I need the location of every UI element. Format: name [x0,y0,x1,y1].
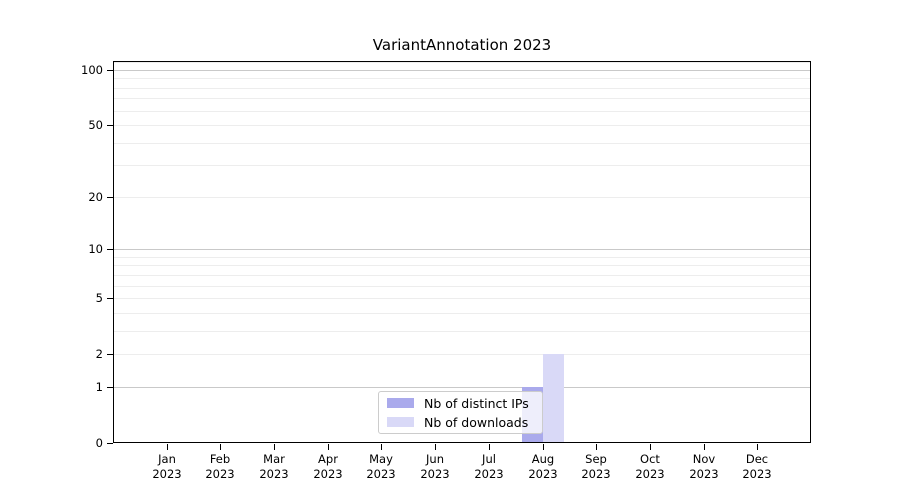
y-tick-mark [107,298,113,299]
y-tick-label: 20 [88,190,103,204]
y-tick-mark [107,70,113,71]
x-tick-mark [381,444,382,450]
y-tick-mark [107,249,113,250]
y-tick-mark [107,197,113,198]
minor-gridline [114,143,810,144]
y-tick-label: 5 [95,291,103,305]
x-tick-label: May 2023 [351,452,411,482]
x-tick-month: Jan [158,452,176,466]
x-tick-month: May [369,452,393,466]
legend-item: Nb of distinct IPs [387,395,534,411]
y-tick-label: 10 [88,242,103,256]
chart-title: VariantAnnotation 2023 [372,36,552,54]
y-tick-label: 100 [81,63,103,77]
legend-item: Nb of downloads [387,414,534,430]
minor-gridline [114,265,810,266]
y-tick-label: 2 [95,347,103,361]
minor-gridline [114,286,810,287]
x-tick-mark [489,444,490,450]
x-tick-label: Jan 2023 [137,452,197,482]
x-tick-label: Dec 2023 [727,452,787,482]
bar-downloads [543,354,564,442]
x-tick-label: Jul 2023 [459,452,519,482]
x-tick-month: Apr [318,452,338,466]
x-tick-label: Jun 2023 [405,452,465,482]
minor-gridline [114,298,810,299]
legend-swatch-downloads [387,417,414,427]
minor-gridline [114,354,810,355]
major-gridline [114,249,810,250]
x-tick-month: Dec [745,452,769,466]
minor-gridline [114,88,810,89]
x-tick-label: Apr 2023 [298,452,358,482]
y-tick-label: 50 [88,118,103,132]
minor-gridline [114,78,810,79]
x-tick-mark [596,444,597,450]
x-tick-year: 2023 [152,467,182,481]
x-tick-year: 2023 [742,467,772,481]
legend-label: Nb of distinct IPs [424,395,529,411]
minor-gridline [114,165,810,166]
y-tick-mark [107,125,113,126]
x-tick-month: Aug [531,452,555,466]
x-tick-mark [757,444,758,450]
legend-label: Nb of downloads [424,414,529,430]
x-tick-year: 2023 [635,467,665,481]
x-tick-mark [220,444,221,450]
x-tick-label: Mar 2023 [244,452,304,482]
x-tick-month: Jul [482,452,496,466]
x-tick-year: 2023 [528,467,558,481]
minor-gridline [114,275,810,276]
x-tick-month: Mar [263,452,285,466]
x-tick-year: 2023 [689,467,719,481]
y-tick-mark [107,387,113,388]
major-gridline [114,70,810,71]
x-tick-year: 2023 [366,467,396,481]
x-tick-year: 2023 [313,467,343,481]
x-tick-mark [274,444,275,450]
minor-gridline [114,125,810,126]
x-tick-month: Oct [640,452,660,466]
minor-gridline [114,62,810,63]
x-tick-mark [543,444,544,450]
x-tick-year: 2023 [259,467,289,481]
x-tick-month: Feb [209,452,231,466]
x-tick-mark [328,444,329,450]
y-tick-mark [107,354,113,355]
x-tick-label: Sep 2023 [566,452,626,482]
x-tick-label: Feb 2023 [190,452,250,482]
minor-gridline [114,313,810,314]
x-tick-label: Aug 2023 [513,452,573,482]
x-tick-mark [167,444,168,450]
x-tick-month: Sep [585,452,607,466]
minor-gridline [114,257,810,258]
y-tick-mark [107,443,113,444]
legend: Nb of distinct IPs Nb of downloads [378,391,543,434]
minor-gridline [114,331,810,332]
x-tick-year: 2023 [205,467,235,481]
major-gridline [114,387,810,388]
plot-area-frame [113,61,811,443]
x-tick-mark [435,444,436,450]
y-tick-label: 1 [95,380,103,394]
x-tick-label: Nov 2023 [674,452,734,482]
x-tick-year: 2023 [420,467,450,481]
x-tick-mark [704,444,705,450]
x-tick-mark [650,444,651,450]
x-tick-month: Nov [692,452,716,466]
x-tick-month: Jun [426,452,444,466]
x-tick-year: 2023 [581,467,611,481]
x-tick-year: 2023 [474,467,504,481]
minor-gridline [114,98,810,99]
minor-gridline [114,197,810,198]
minor-gridline [114,111,810,112]
x-tick-label: Oct 2023 [620,452,680,482]
y-tick-label: 0 [95,436,103,450]
legend-swatch-distinct-ips [387,398,414,408]
